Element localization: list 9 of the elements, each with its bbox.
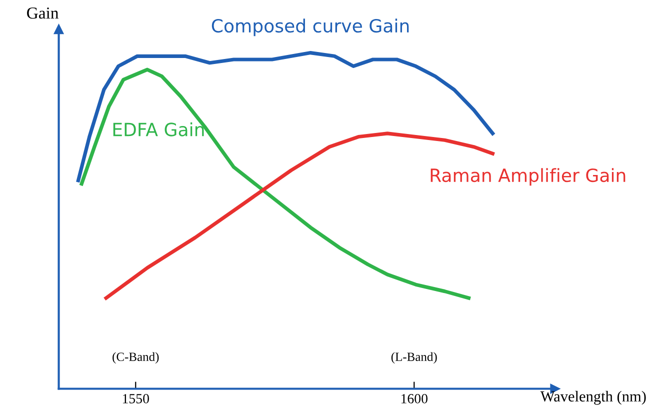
x-tick-label: 1600 (401, 394, 428, 404)
series-label: EDFA Gain (113, 122, 204, 136)
x-tick-label: 1550 (122, 394, 149, 404)
series-label: Raman Amplifier Gain (430, 168, 626, 186)
annotation: (L-Band) (391, 352, 437, 364)
y-axis-title: Gain (27, 7, 59, 19)
series-label: Composed curve Gain (212, 18, 409, 36)
annotation: (C-Band) (112, 352, 159, 364)
x-axis-title: Wavelength (nm) (540, 390, 646, 405)
